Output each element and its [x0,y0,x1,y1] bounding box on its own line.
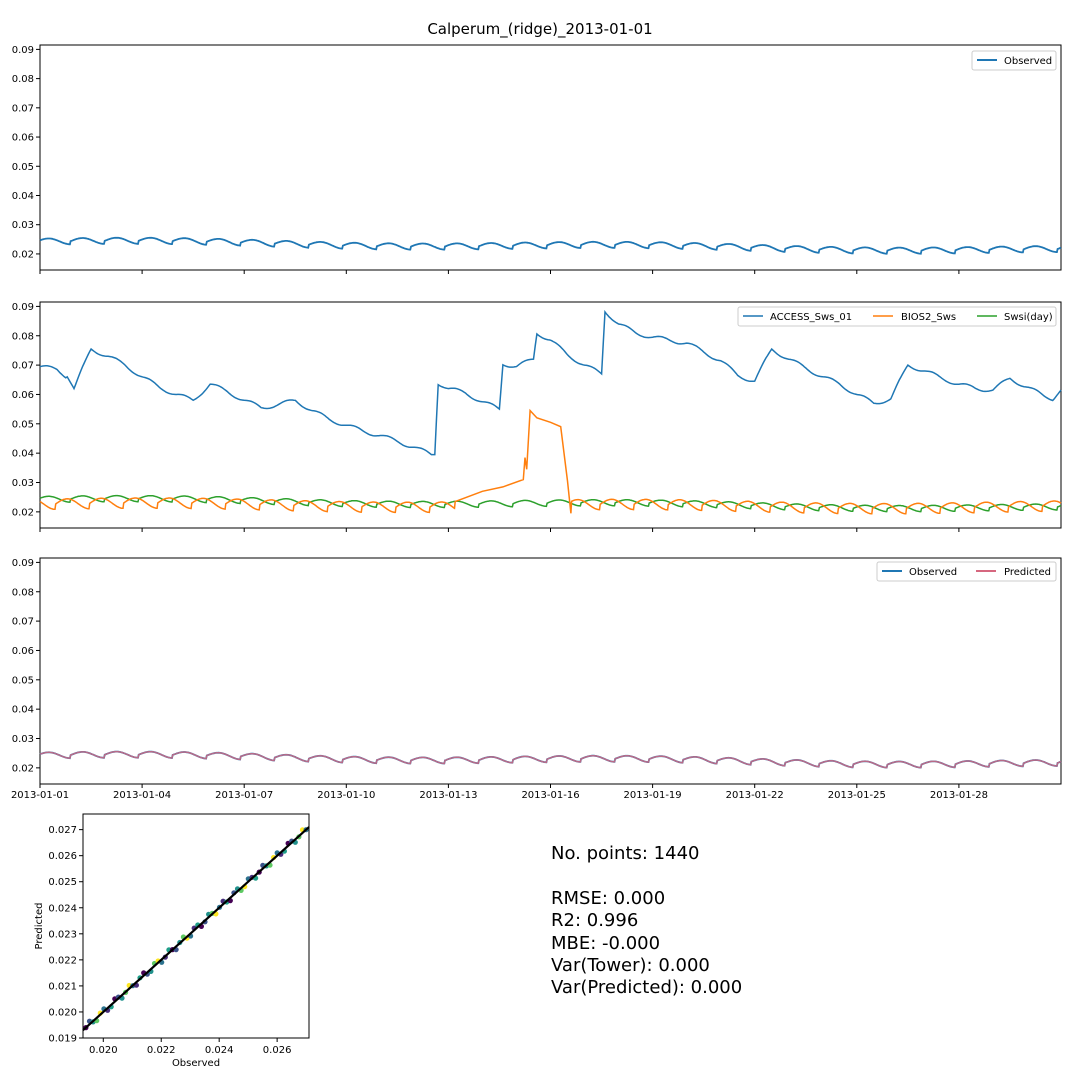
scatter-xtick-label: 0.022 [147,1045,176,1056]
legend-middle-access-label: ACCESS_Sws_01 [770,312,852,323]
bottom-ytick-label: 0.03 [12,734,34,745]
bottom-lines [39,750,1062,769]
bottom-predicted-line [39,750,1062,769]
legend-bottom-observed-label: Observed [909,567,957,578]
scatter-ytick-label: 0.024 [48,903,77,914]
legend-bottom-box [876,561,1057,582]
scatter-xtick-label: 0.024 [205,1045,234,1056]
top-ytick-label: 0.03 [12,220,34,231]
middle-bios2-line [39,408,1062,515]
bottom-xtick-label: 2013-01-07 [215,790,273,801]
top-xticks [39,270,960,274]
scatter-ytick-label: 0.023 [48,929,77,940]
top-ytick-label: 0.08 [12,74,34,85]
scatter-ytick-label: 0.020 [48,1007,77,1018]
bottom-xtick-label: 2013-01-04 [113,790,171,801]
bottom-xtick-label: 2013-01-19 [624,790,682,801]
top-ytick-label: 0.04 [12,191,34,202]
middle-lines [39,309,1062,515]
bottom-ytick-label: 0.08 [12,587,34,598]
bottom-xtick-label: 2013-01-13 [419,790,477,801]
scatter-yticks: 0.019 0.020 0.021 0.022 0.023 0.024 0.025 0.026… [48,825,83,1045]
legend-bottom-predicted-label: Predicted [1004,567,1051,578]
bottom-xtick-label: 2013-01-28 [930,790,988,801]
scatter-ytick-label: 0.025 [48,877,77,888]
middle-ytick-label: 0.08 [12,331,34,342]
stat-mbe: MBE: -0.000 [551,933,660,954]
stat-var-predicted: Var(Predicted): 0.000 [551,977,742,998]
bottom-xtick-label: 2013-01-16 [521,790,579,801]
legend-middle: ACCESS_Sws_01 BIOS2_Sws Swsi(day) [737,306,1057,327]
middle-yticks: 0.02 0.03 0.04 0.05 0.06 0.07 0.08 0.09 [12,302,40,518]
scatter-xlabel: Observed [172,1058,220,1069]
scatter-ytick-label: 0.021 [48,981,77,992]
legend-middle-swsi-label: Swsi(day) [1004,312,1053,323]
top-ytick-label: 0.05 [12,162,34,173]
bottom-xtick-label: 2013-01-10 [317,790,375,801]
top-yticks: 0.02 0.03 0.04 0.05 0.06 0.07 0.08 0.09 [12,45,40,260]
legend-middle-bios2-label: BIOS2_Sws [901,312,956,323]
bottom-ytick-label: 0.02 [12,763,34,774]
middle-xticks [39,528,960,532]
bottom-yticks: 0.02 0.03 0.04 0.05 0.06 0.07 0.08 0.09 [12,558,40,774]
scatter-xtick-label: 0.026 [263,1045,292,1056]
top-ytick-label: 0.02 [12,249,34,260]
bottom-ytick-label: 0.07 [12,617,34,628]
scatter-ytick-label: 0.026 [48,851,77,862]
legend-bottom: Observed Predicted [876,561,1057,582]
legend-top-box [971,50,1057,71]
stat-points: No. points: 1440 [551,843,699,864]
top-observed-line [39,236,1062,255]
bottom-xtick-label: 2013-01-22 [726,790,784,801]
stat-r2: R2: 0.996 [551,910,638,931]
panel-bottom: 0.02 0.03 0.04 0.05 0.06 0.07 0.08 0.09 2013-01… [11,557,1062,801]
axes-scatter [82,813,310,1039]
legend-middle-box [737,306,1057,327]
middle-ytick-label: 0.04 [12,449,34,460]
scatter-fit [82,826,310,1032]
middle-ytick-label: 0.06 [12,390,34,401]
top-ytick-label: 0.06 [12,133,34,144]
scatter-xtick-label: 0.020 [89,1045,118,1056]
top-lines [39,236,1062,255]
middle-ytick-label: 0.09 [12,302,34,313]
scatter-ytick-label: 0.027 [48,825,77,836]
bottom-xticks: 2013-01-01 2013-01-04 2013-01-07 2013-01-10… [11,784,988,801]
stat-rmse: RMSE: 0.000 [551,888,665,909]
bottom-xtick-label: 2013-01-01 [11,790,69,801]
middle-ytick-label: 0.07 [12,361,34,372]
panel-middle: 0.02 0.03 0.04 0.05 0.06 0.07 0.08 0.09 ACCESS_… [12,301,1062,532]
bottom-xtick-label: 2013-01-25 [828,790,886,801]
scatter-xticks: 0.020 0.022 0.024 0.026 [89,1038,291,1056]
middle-ytick-label: 0.03 [12,478,34,489]
figure-title: Calperum_(ridge)_2013-01-01 [427,20,652,39]
middle-swsi-line [39,494,1062,513]
scatter-ylabel: Predicted [34,903,45,950]
top-ytick-label: 0.07 [12,103,34,114]
middle-access-line [39,309,1062,456]
stats-block: No. points: 1440 RMSE: 0.000 R2: 0.996 M… [551,843,742,998]
bottom-ytick-label: 0.09 [12,558,34,569]
scatter-ytick-label: 0.022 [48,955,77,966]
panel-scatter: 0.019 0.020 0.021 0.022 0.023 0.024 0.025 0.026… [34,813,310,1069]
scatter-fit-line [82,826,310,1032]
middle-ytick-label: 0.02 [12,507,34,518]
legend-top: Observed [971,50,1057,71]
middle-ytick-label: 0.05 [12,419,34,430]
bottom-ytick-label: 0.05 [12,675,34,686]
top-ytick-label: 0.09 [12,45,34,56]
stat-var-tower: Var(Tower): 0.000 [551,955,710,976]
legend-top-observed-label: Observed [1004,56,1052,67]
bottom-ytick-label: 0.06 [12,646,34,657]
panel-top: 0.02 0.03 0.04 0.05 0.06 0.07 0.08 0.09 Observe… [12,44,1062,274]
bottom-ytick-label: 0.04 [12,705,34,716]
scatter-ytick-label: 0.019 [48,1034,77,1045]
